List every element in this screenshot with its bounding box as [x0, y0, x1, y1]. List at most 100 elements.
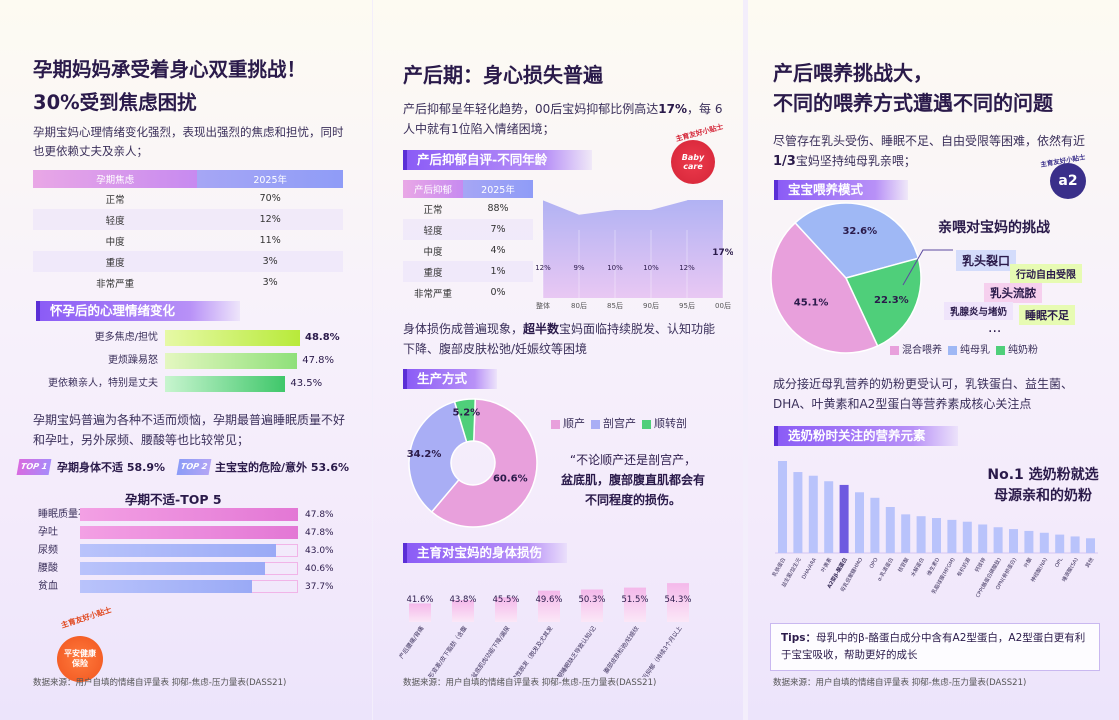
anxiety-table-row: 正常 70%: [33, 188, 343, 209]
depression-table-head-1: 2025年: [463, 180, 533, 198]
damage-bar: [495, 597, 517, 622]
panel2-intro-highlight: 17%: [658, 102, 688, 116]
delivery-legend-item: 顺转剖: [642, 417, 687, 430]
nutrient-bar: [778, 461, 787, 553]
anxiety-table-wrap: 孕期焦虑 2025年 正常 70% 轻度 12% 中度 11% 重度 3% 非常严重 3%: [33, 170, 343, 293]
damage-value-label: 50.3%: [578, 595, 605, 605]
damage-category-label: 产后腰痛/背痛: [397, 625, 425, 661]
depression-table-cell: 1%: [463, 261, 533, 282]
anxiety-table-cell: 3%: [197, 251, 343, 272]
feeding-legend-swatch: [890, 345, 899, 355]
pingan-badge: 平安健康保险: [57, 636, 103, 682]
challenge-tag-1: 行动自由受限: [1010, 264, 1082, 283]
panel2-para2-a: 身体损伤成普遍现象，: [403, 322, 524, 336]
depression-table: 产后抑郁 2025年 正常 88% 轻度 7% 中度 4% 重度 1% 非常严重 0%: [403, 180, 533, 303]
panel2-intro: 产后抑郁呈年轻化趋势，00后宝妈抑郁比例高达17%，每 6 人中就有1位陷入情绪…: [403, 99, 733, 139]
no1-callout: No.1 选奶粉就选 母源亲和的奶粉: [973, 465, 1113, 507]
damage-value-label: 45.5%: [492, 595, 519, 605]
delivery-quote: “不论顺产还是剖宫产， 盆底肌，腹部腹直肌都会有 不同程度的损伤。: [558, 450, 708, 510]
depression-table-cell: 重度: [403, 261, 463, 282]
damage-bar: [538, 590, 560, 622]
delivery-legend-label: 剖宫产: [603, 417, 636, 430]
nutrient-category-label: OPL: [1054, 557, 1064, 569]
top2-badge: TOP 2: [176, 459, 212, 475]
challenge-tag-5: ...: [988, 320, 1002, 336]
delivery-quote-line1: “不论顺产还是剖宫产，: [569, 453, 697, 467]
delivery-legend-swatch: [551, 419, 560, 429]
nutrient-bar: [962, 521, 972, 553]
discomfort-label: 睡眠质量不好: [38, 509, 98, 520]
delivery-pie-slice: [408, 400, 468, 513]
panel2-para2-c: 宝妈面临持续脱发、认知功能下降、腹部皮肤松弛/妊娠纹等困境: [403, 322, 716, 356]
damage-bar: [667, 583, 689, 622]
panel3-source: 数据来源：用户自填的情绪自评量表 抑郁-焦虑-压力量表(DASS21): [773, 678, 1027, 688]
panel3-title-line1: 产后喂养挑战大，: [773, 61, 933, 85]
panel3-para2: 成分接近母乳营养的奶粉更受认可，乳铁蛋白、益生菌、DHA、叶黄素和A2型蛋白等营…: [773, 377, 1074, 411]
panel3-intro-part1: 尽管存在乳头受伤、睡眠不足、自由受限等困难，依然有近: [773, 134, 1086, 148]
discomfort-bar-chart: 睡眠质量不好 47.8% 孕吐 47.8% 尿频 43.0% 腰酸 40.6% 贫血 37.7%: [0, 508, 372, 598]
damage-value-label: 41.6%: [406, 595, 433, 605]
body-damage-bar-chart: 41.6% 产后腰痛/背痛 43.8% 体形变差/皮下脂肪（含腹 45.5% 盆底肌肉功能…: [397, 583, 692, 677]
anxiety-table-cell: 11%: [259, 235, 281, 246]
feeding-pie-slice-label: 45.1%: [794, 297, 829, 308]
nutrient-category-label: 叶黄素: [819, 556, 834, 573]
pingan-badge-ring-text: 主育友好小贴士: [59, 605, 113, 630]
panel2-source: 数据来源：用户自填的情绪自评量表 抑郁-焦虑-压力量表(DASS21): [403, 678, 657, 688]
emotion-bar: [165, 376, 286, 392]
feeding-pie-slice-label: 32.6%: [842, 226, 877, 237]
feeding-legend-label: 混合喂养: [902, 345, 942, 356]
emotion-value: 43.5%: [290, 378, 323, 389]
challenge-tag-3: 乳腺炎与堵奶: [944, 302, 1014, 320]
delivery-legend-label: 顺产: [563, 417, 585, 430]
discomfort-bar: [80, 562, 266, 575]
delivery-legend-swatch: [642, 419, 651, 429]
panel3-intro: 尽管存在乳头受伤、睡眠不足、自由受限等困难，依然有近 1/3宝妈坚持纯母乳亲喂；: [773, 131, 1103, 172]
nutrient-bar: [839, 484, 849, 553]
depression-value-label: 12%: [535, 264, 551, 272]
depression-table-cell: 轻度: [403, 219, 463, 240]
panel2-para2-highlight: 超半数: [523, 322, 560, 336]
no1-callout-line2: 母源亲和的奶粉: [994, 488, 1092, 504]
damage-category-label: 体形变差/皮下脂肪（含腹: [423, 625, 469, 677]
discomfort-label: 贫血: [38, 581, 58, 592]
section-header-emotion: 怀孕后的心理情绪变化: [36, 301, 240, 321]
discomfort-bar: [80, 544, 277, 557]
section-header-depression: 产后抑郁自评-不同年龄: [403, 150, 592, 170]
feeding-legend-item: 混合喂养: [890, 345, 942, 356]
nutrient-bar: [1009, 529, 1018, 553]
panel-postpartum: 产后期：身心损失普遍 产后抑郁呈年轻化趋势，00后宝妈抑郁比例高达17%，每 6…: [373, 0, 743, 720]
feeding-pie-slice: [794, 202, 920, 279]
anxiety-table-cell: 重度: [33, 251, 198, 272]
anxiety-table-row: 非常严重 3%: [33, 272, 343, 293]
feeding-legend-swatch: [996, 345, 1005, 355]
panel-feeding: 产后喂养挑战大， 不同的喂养方式遭遇不同的问题 尽管存在乳头受伤、睡眠不足、自由…: [748, 0, 1119, 720]
panel2-para2: 身体损伤成普遍现象，超半数宝妈面临持续脱发、认知功能下降、腹部皮肤松弛/妊娠纹等…: [403, 319, 723, 359]
damage-bar: [452, 599, 474, 622]
delivery-quote-line3: 不同程度的损伤。: [584, 493, 681, 507]
depression-table-cell: 非常严重: [413, 288, 452, 300]
nutrient-category-label: 核苷酸: [896, 555, 911, 573]
depression-table-cell: 中度: [423, 246, 443, 258]
emotion-label: 更依赖亲人，特别是丈夫: [48, 378, 158, 389]
challenge-tag-2: 乳头流脓: [984, 283, 1042, 303]
depression-table-head-0: 产后抑郁: [403, 180, 463, 198]
panel1-intro: 孕期宝妈心理情绪变化强烈，表现出强烈的焦虑和担忧，同时也更依赖丈夫及亲人；: [33, 125, 344, 158]
damage-value-label: 51.5%: [621, 595, 648, 605]
panel-pregnancy: 孕期妈妈承受着身心双重挑战！ 30%受到焦虑困扰 孕期宝妈心理情绪变化强烈，表现…: [0, 0, 372, 720]
nutrient-bar: [1039, 532, 1049, 553]
nutrient-bar: [1024, 530, 1034, 553]
nutrient-bar: [947, 519, 957, 553]
nutrient-category-label: 维生素D: [925, 556, 942, 577]
damage-category-label: 腹部皮肤松弛/妊娠纹: [602, 625, 641, 675]
damage-value-label: 49.6%: [535, 595, 562, 605]
anxiety-table-row: 重度 3%: [33, 251, 343, 272]
delivery-pie-slice-label: 34.2%: [407, 449, 442, 460]
anxiety-table-row: 中度 11%: [33, 230, 343, 251]
nutrient-category-label: 乳铁蛋白: [770, 556, 787, 578]
anxiety-table-head-0: 孕期焦虑: [33, 170, 198, 188]
discomfort-value: 47.8%: [305, 528, 334, 538]
discomfort-bar: [80, 508, 298, 521]
challenge-tag-4: 睡眠不足: [1019, 305, 1075, 325]
delivery-legend-item: 顺产: [551, 417, 585, 430]
depression-table-cell: 正常: [423, 204, 443, 216]
